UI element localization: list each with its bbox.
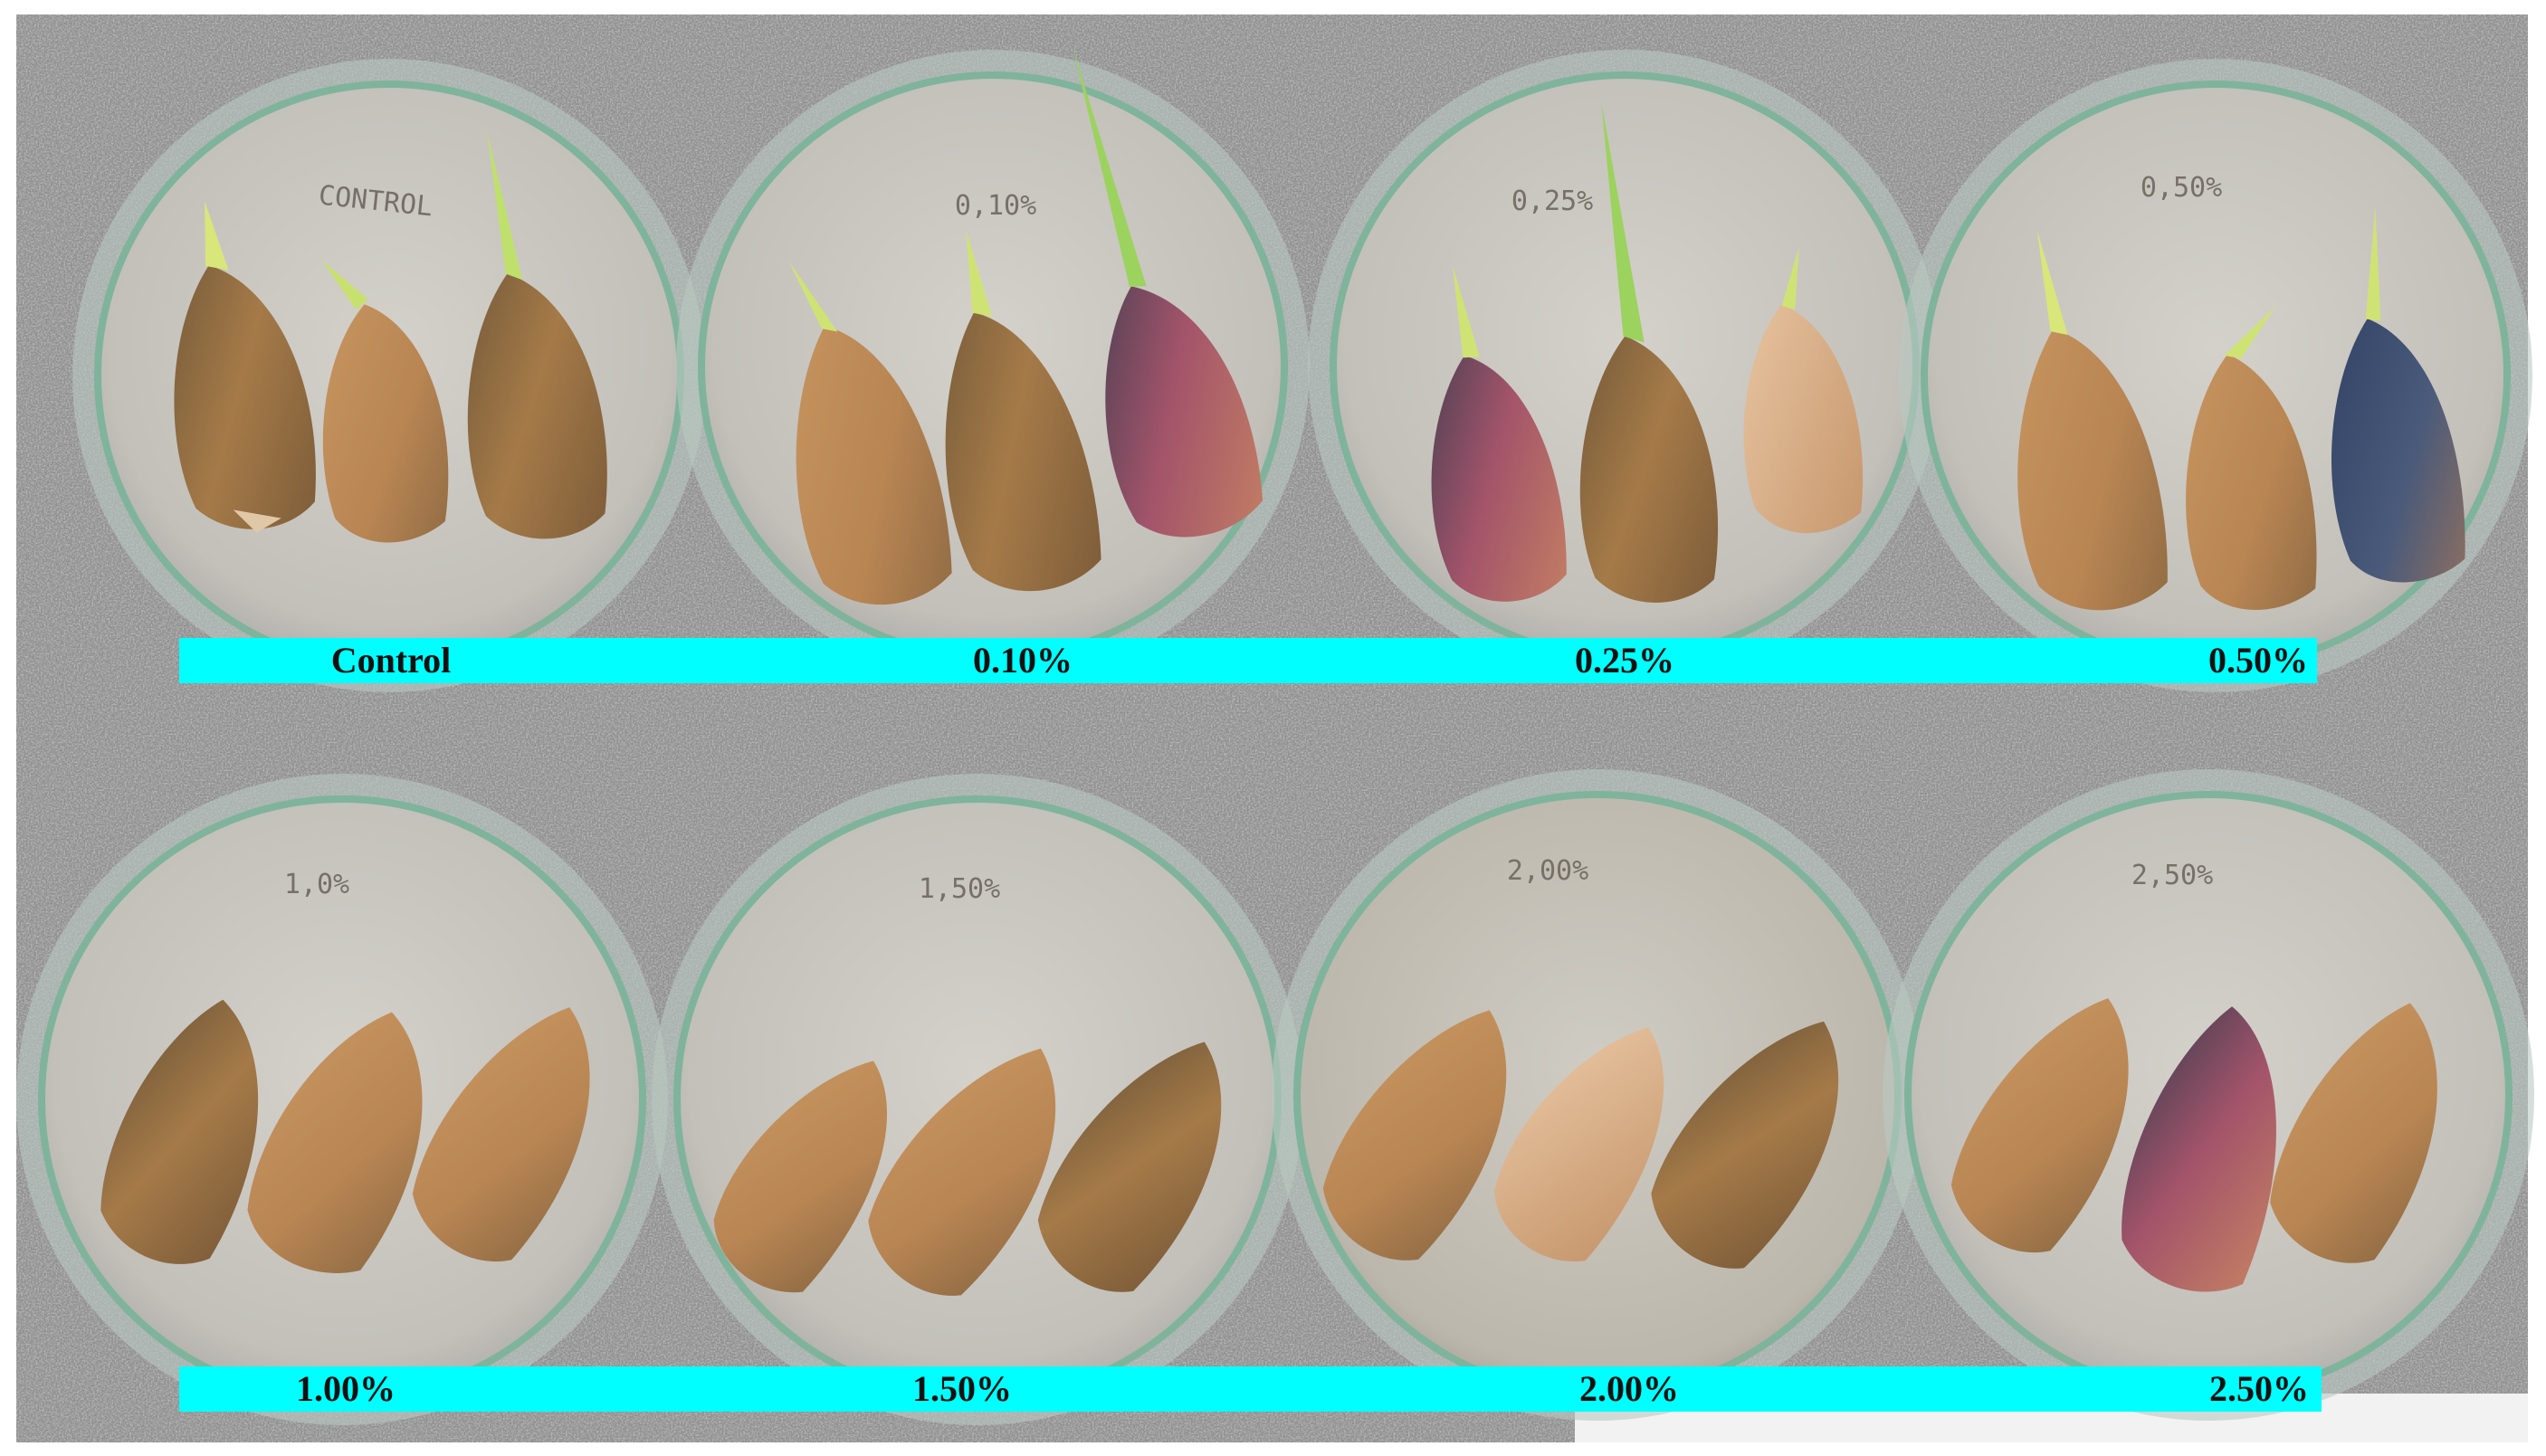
dish-note-0-50: 0,50% <box>2140 172 2223 204</box>
dish-note-2-00: 2,00% <box>1506 855 1589 887</box>
label-1-50: 1.50% <box>912 1368 1012 1409</box>
label-0-10: 0.10% <box>973 640 1073 680</box>
dish-0-10 <box>676 48 1310 683</box>
dish-1-00 <box>16 774 668 1425</box>
label-0-25: 0.25% <box>1575 640 1674 680</box>
label-2-50: 2.50% <box>2209 1368 2309 1409</box>
dish-1-50 <box>652 774 1303 1425</box>
dish-0-25 <box>1308 50 1941 683</box>
dish-2-00 <box>1272 769 1923 1421</box>
bottom-label-bar <box>179 1366 2322 1412</box>
dish-control <box>72 59 706 692</box>
label-2-00: 2.00% <box>1579 1368 1679 1409</box>
dish-2-50 <box>1883 769 2534 1421</box>
label-0-50: 0.50% <box>2208 640 2308 680</box>
label-1-00: 1.00% <box>296 1368 396 1409</box>
top-label-bar <box>179 638 2317 683</box>
dish-note-0-25: 0,25% <box>1511 186 1594 217</box>
dish-note-2-50: 2,50% <box>2131 860 2214 891</box>
dish-note-0-10: 0,10% <box>954 190 1037 222</box>
dish-note-1-50: 1,50% <box>918 873 1001 905</box>
dish-0-50 <box>1899 59 2532 692</box>
dish-note-1-00: 1,0% <box>283 869 350 900</box>
label-control: Control <box>330 640 452 680</box>
